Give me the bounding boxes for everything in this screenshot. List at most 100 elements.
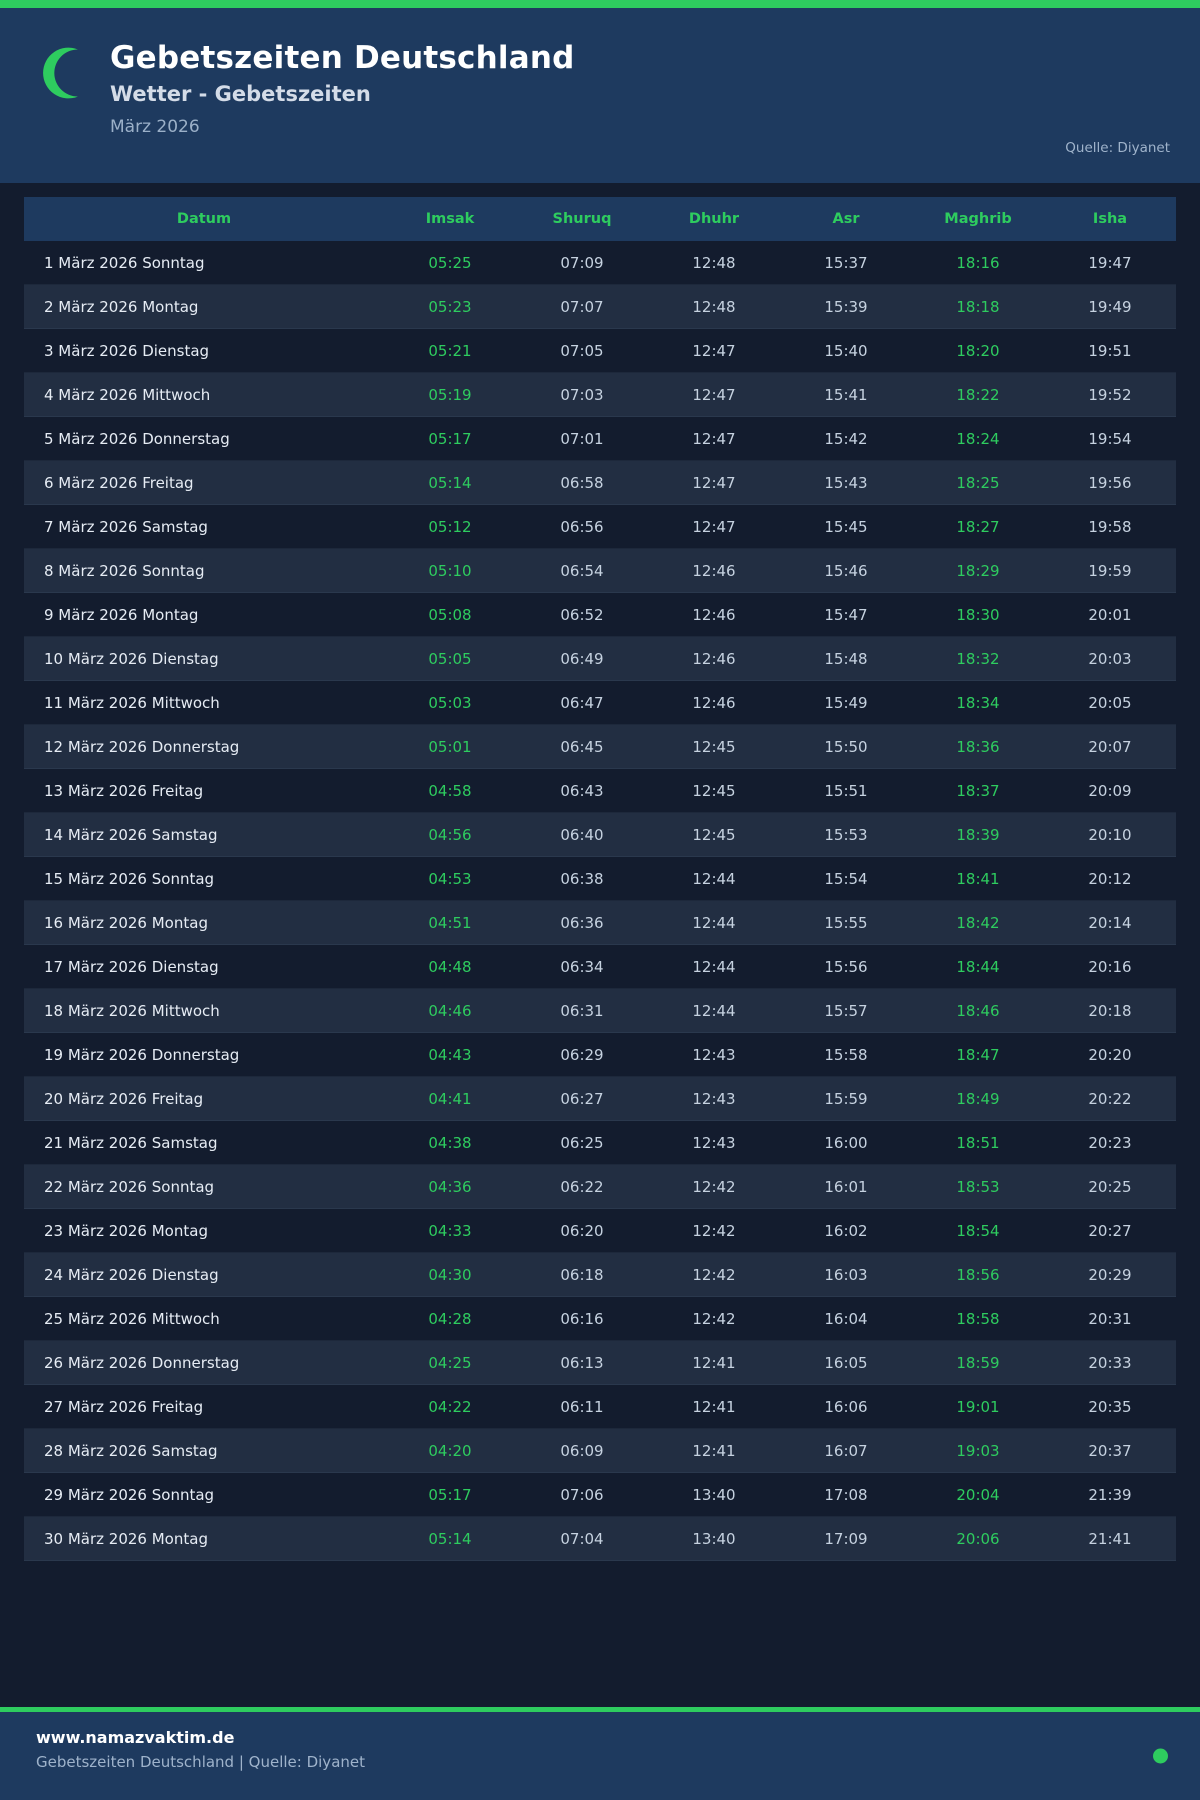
table-row: 9 März 2026 Montag 05:08 06:52 12:46 15:47 18… xyxy=(24,592,1176,637)
cell-maghrib: 18:46 xyxy=(912,988,1044,1033)
cell-datum: 9 März 2026 Montag xyxy=(24,592,384,637)
cell-imsak: 04:53 xyxy=(384,856,516,901)
cell-datum: 22 März 2026 Sonntag xyxy=(24,1164,384,1209)
cell-dhuhr: 12:48 xyxy=(648,284,780,329)
cell-dhuhr: 12:44 xyxy=(648,900,780,945)
cell-isha: 19:52 xyxy=(1044,372,1176,417)
cell-asr: 16:03 xyxy=(780,1252,912,1297)
table-header: Datum Imsak Shuruq Dhuhr Asr Maghrib Ish… xyxy=(24,197,1176,241)
cell-isha: 21:41 xyxy=(1044,1516,1176,1561)
cell-maghrib: 18:18 xyxy=(912,284,1044,329)
cell-imsak: 04:36 xyxy=(384,1164,516,1209)
cell-asr: 15:59 xyxy=(780,1076,912,1121)
table-row: 23 März 2026 Montag 04:33 06:20 12:42 16:02 1… xyxy=(24,1208,1176,1253)
cell-datum: 7 März 2026 Samstag xyxy=(24,504,384,549)
cell-imsak: 05:21 xyxy=(384,328,516,373)
cell-imsak: 04:22 xyxy=(384,1384,516,1429)
cell-shuruq: 07:06 xyxy=(516,1472,648,1517)
cell-datum: 26 März 2026 Donnerstag xyxy=(24,1340,384,1385)
cell-shuruq: 06:49 xyxy=(516,636,648,681)
table-row: 12 März 2026 Donnerstag 05:01 06:45 12:45 15… xyxy=(24,724,1176,769)
footer-subtitle: Gebetszeiten Deutschland | Quelle: Diyan… xyxy=(36,1753,365,1771)
cell-maghrib: 20:04 xyxy=(912,1472,1044,1517)
cell-imsak: 05:14 xyxy=(384,460,516,505)
column-header-datum: Datum xyxy=(24,197,384,241)
cell-imsak: 05:14 xyxy=(384,1516,516,1561)
cell-imsak: 05:08 xyxy=(384,592,516,637)
prayer-times-table: Datum Imsak Shuruq Dhuhr Asr Maghrib Ish… xyxy=(24,197,1176,1561)
cell-isha: 21:39 xyxy=(1044,1472,1176,1517)
cell-isha: 19:51 xyxy=(1044,328,1176,373)
cell-maghrib: 18:29 xyxy=(912,548,1044,593)
cell-maghrib: 18:44 xyxy=(912,944,1044,989)
column-header-isha: Isha xyxy=(1044,197,1176,241)
cell-isha: 20:35 xyxy=(1044,1384,1176,1429)
page-footer: www.namazvaktim.de Gebetszeiten Deutschl… xyxy=(0,1712,1200,1800)
cell-asr: 15:48 xyxy=(780,636,912,681)
cell-dhuhr: 12:45 xyxy=(648,724,780,769)
cell-shuruq: 06:31 xyxy=(516,988,648,1033)
cell-dhuhr: 12:48 xyxy=(648,241,780,285)
cell-imsak: 04:38 xyxy=(384,1120,516,1165)
header-titles: Gebetszeiten Deutschland Wetter - Gebets… xyxy=(106,30,1172,137)
cell-dhuhr: 12:41 xyxy=(648,1384,780,1429)
cell-asr: 16:05 xyxy=(780,1340,912,1385)
cell-isha: 19:59 xyxy=(1044,548,1176,593)
cell-dhuhr: 12:42 xyxy=(648,1208,780,1253)
cell-isha: 20:16 xyxy=(1044,944,1176,989)
cell-isha: 19:49 xyxy=(1044,284,1176,329)
column-header-dhuhr: Dhuhr xyxy=(648,197,780,241)
footer-url[interactable]: www.namazvaktim.de xyxy=(36,1728,235,1747)
cell-dhuhr: 12:46 xyxy=(648,548,780,593)
cell-isha: 20:37 xyxy=(1044,1428,1176,1473)
cell-shuruq: 06:20 xyxy=(516,1208,648,1253)
cell-imsak: 05:10 xyxy=(384,548,516,593)
cell-datum: 1 März 2026 Sonntag xyxy=(24,241,384,285)
cell-maghrib: 18:42 xyxy=(912,900,1044,945)
cell-isha: 20:20 xyxy=(1044,1032,1176,1077)
cell-dhuhr: 12:44 xyxy=(648,944,780,989)
cell-datum: 20 März 2026 Freitag xyxy=(24,1076,384,1121)
cell-asr: 16:07 xyxy=(780,1428,912,1473)
table-row: 6 März 2026 Freitag 05:14 06:58 12:47 15:43 1… xyxy=(24,460,1176,505)
month-label: März 2026 xyxy=(110,116,200,137)
cell-imsak: 04:30 xyxy=(384,1252,516,1297)
cell-imsak: 04:41 xyxy=(384,1076,516,1121)
cell-datum: 8 März 2026 Sonntag xyxy=(24,548,384,593)
cell-isha: 19:56 xyxy=(1044,460,1176,505)
cell-isha: 20:01 xyxy=(1044,592,1176,637)
cell-datum: 27 März 2026 Freitag xyxy=(24,1384,384,1429)
cell-maghrib: 18:22 xyxy=(912,372,1044,417)
cell-imsak: 05:12 xyxy=(384,504,516,549)
cell-maghrib: 18:58 xyxy=(912,1296,1044,1341)
cell-maghrib: 18:24 xyxy=(912,416,1044,461)
cell-shuruq: 06:29 xyxy=(516,1032,648,1077)
cell-asr: 15:45 xyxy=(780,504,912,549)
table-row: 3 März 2026 Dienstag 05:21 07:05 12:47 15:40… xyxy=(24,328,1176,373)
cell-datum: 19 März 2026 Donnerstag xyxy=(24,1032,384,1077)
cell-shuruq: 06:27 xyxy=(516,1076,648,1121)
cell-asr: 15:37 xyxy=(780,241,912,285)
cell-maghrib: 18:59 xyxy=(912,1340,1044,1385)
cell-dhuhr: 12:41 xyxy=(648,1428,780,1473)
cell-shuruq: 06:18 xyxy=(516,1252,648,1297)
cell-dhuhr: 12:42 xyxy=(648,1296,780,1341)
cell-maghrib: 19:03 xyxy=(912,1428,1044,1473)
cell-maghrib: 18:41 xyxy=(912,856,1044,901)
cell-imsak: 04:48 xyxy=(384,944,516,989)
cell-imsak: 04:25 xyxy=(384,1340,516,1385)
cell-asr: 15:43 xyxy=(780,460,912,505)
cell-dhuhr: 12:45 xyxy=(648,812,780,857)
cell-isha: 20:12 xyxy=(1044,856,1176,901)
cell-maghrib: 18:25 xyxy=(912,460,1044,505)
cell-imsak: 05:01 xyxy=(384,724,516,769)
table-row: 4 März 2026 Mittwoch 05:19 07:03 12:47 15:41… xyxy=(24,372,1176,417)
cell-imsak: 04:28 xyxy=(384,1296,516,1341)
cell-asr: 15:39 xyxy=(780,284,912,329)
cell-dhuhr: 12:41 xyxy=(648,1340,780,1385)
table-row: 5 März 2026 Donnerstag 05:17 07:01 12:47 15:… xyxy=(24,416,1176,461)
column-header-imsak: Imsak xyxy=(384,197,516,241)
table-row: 19 März 2026 Donnerstag 04:43 06:29 12:43 15… xyxy=(24,1032,1176,1077)
table-row: 16 März 2026 Montag 04:51 06:36 12:44 15:55 1… xyxy=(24,900,1176,945)
cell-datum: 14 März 2026 Samstag xyxy=(24,812,384,857)
